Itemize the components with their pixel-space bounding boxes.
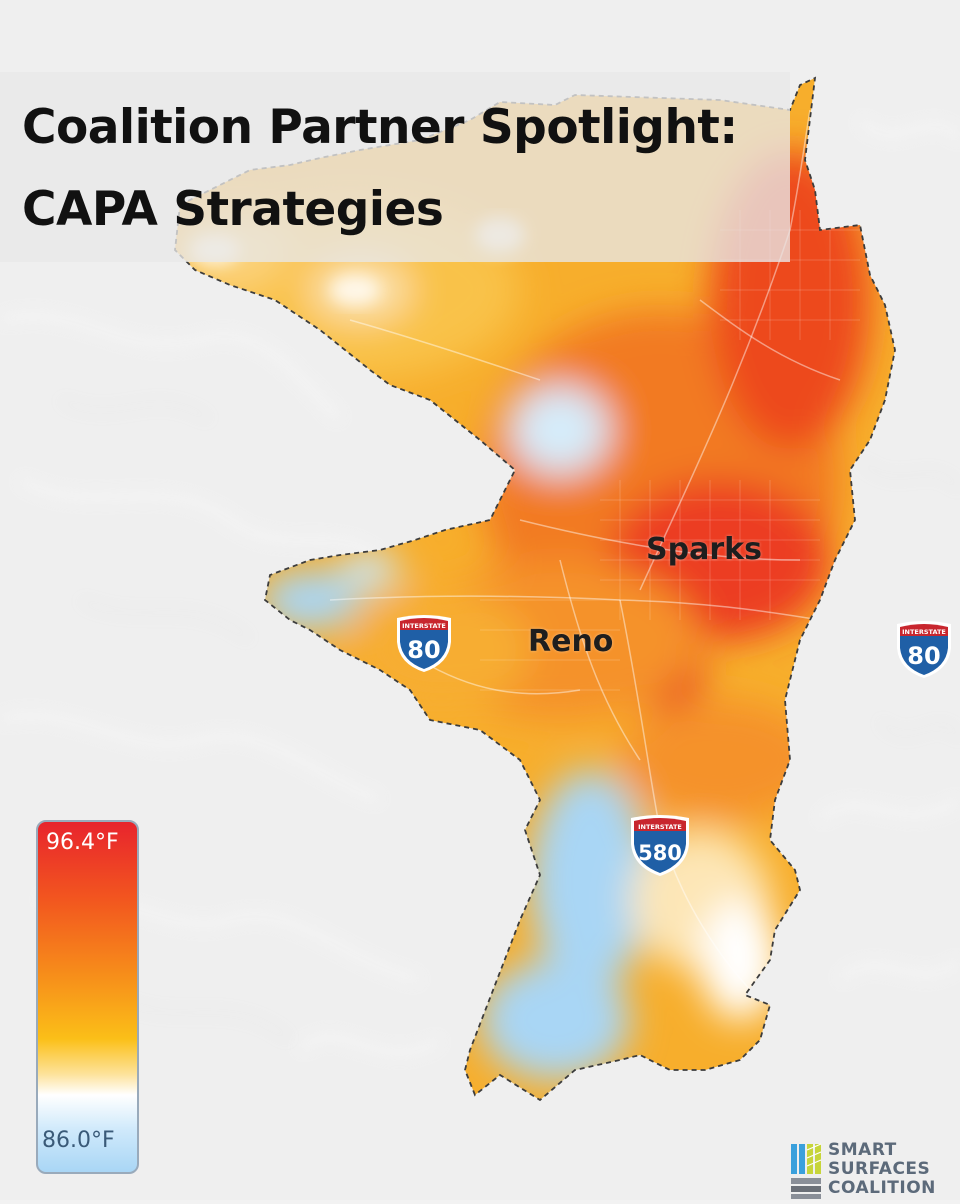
logo-text-line-1: SMART (828, 1140, 897, 1160)
shield-label: INTERSTATE (638, 823, 682, 831)
interstate-80-shield-west: INTERSTATE 80 (393, 612, 455, 674)
city-boundary (174, 76, 896, 1102)
shield-label: INTERSTATE (902, 628, 946, 636)
city-label-reno: Reno (528, 624, 614, 659)
smart-surfaces-coalition-logo: SMART SURFACES COALITION (790, 1140, 960, 1200)
shield-number: 80 (907, 642, 940, 670)
shield-number: 80 (407, 636, 440, 664)
title-line-1: Coalition Partner Spotlight: (22, 100, 738, 155)
title-line-2: CAPA Strategies (22, 182, 444, 237)
logo-text-line-3: COALITION (828, 1178, 936, 1198)
shield-label: INTERSTATE (402, 622, 446, 630)
logo-mark-icon (791, 1143, 822, 1199)
temperature-legend (36, 820, 139, 1174)
interstate-80-shield-east: INTERSTATE 80 (893, 618, 955, 680)
interstate-580-shield: INTERSTATE 580 (627, 812, 693, 878)
legend-min-label: 86.0°F (42, 1128, 115, 1153)
logo-text-line-2: SURFACES (828, 1159, 931, 1179)
city-label-sparks: Sparks (646, 532, 762, 567)
title-banner (0, 72, 790, 262)
legend-max-label: 96.4°F (46, 830, 119, 855)
shield-number: 580 (638, 841, 682, 865)
